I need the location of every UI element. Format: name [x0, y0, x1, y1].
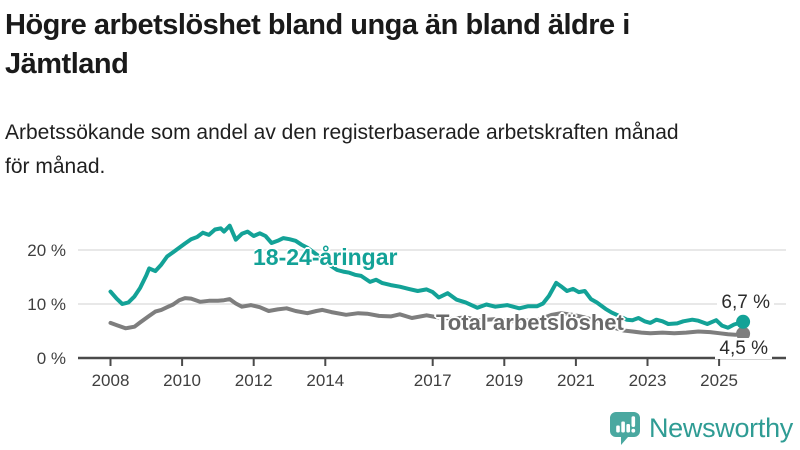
exclamation-icon — [631, 416, 636, 427]
x-axis-label: 2008 — [92, 371, 130, 390]
exclamation-icon-dot — [631, 428, 636, 433]
x-axis-label: 2010 — [163, 371, 201, 390]
series-label-youth: 18-24-åringar — [253, 244, 398, 270]
series-end-dot-youth — [736, 314, 751, 329]
chart-subtitle-line1: Arbetssökande som andel av den registerb… — [5, 121, 679, 144]
newsworthy-logo-text: Newsworthy — [648, 412, 793, 443]
y-axis-label: 20 % — [27, 241, 66, 260]
x-axis-label: 2023 — [629, 371, 667, 390]
page-title-line1: Högre arbetslöshet bland unga än bland ä… — [5, 9, 630, 41]
x-axis-label: 2017 — [414, 371, 452, 390]
series-label-total: Total arbetslöshet — [436, 310, 624, 335]
bar-chart-icon — [621, 421, 625, 433]
series-line-total — [108, 296, 746, 337]
series-line-youth — [108, 223, 746, 330]
y-axis-label: 0 % — [37, 349, 66, 368]
series-end-dot-total — [736, 326, 751, 341]
end-value-label-total: 4,5 % — [715, 338, 772, 359]
chart-subtitle: Arbetssökande som andel av den registerb… — [5, 116, 793, 184]
end-value-label-youth: 6,7 % — [717, 292, 774, 313]
page-title-line2: Jämtland — [5, 48, 129, 80]
x-axis-label: 2021 — [557, 371, 595, 390]
y-axis-label: 10 % — [27, 295, 66, 314]
newsworthy-logo-icon — [608, 410, 642, 446]
bar-chart-icon — [626, 424, 630, 433]
x-axis-label: 2025 — [700, 371, 738, 390]
x-axis-label: 2014 — [306, 371, 344, 390]
newsworthy-logo[interactable]: Newsworthy — [608, 410, 793, 446]
x-axis-label: 2019 — [485, 371, 523, 390]
chart-subtitle-line2: för månad. — [5, 155, 106, 178]
page-title: Högre arbetslöshet bland unga än bland ä… — [5, 6, 785, 84]
bar-chart-icon — [616, 425, 620, 433]
speech-bubble-shape — [609, 412, 640, 445]
x-axis-label: 2012 — [235, 371, 273, 390]
